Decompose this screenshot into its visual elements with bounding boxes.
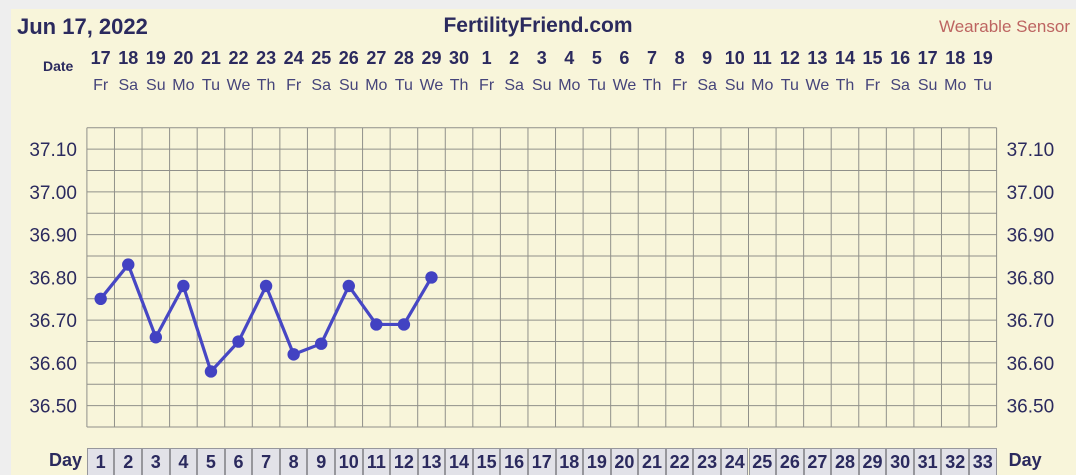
svg-text:37.10: 37.10: [29, 140, 77, 161]
svg-text:36.80: 36.80: [29, 268, 77, 289]
svg-text:36.90: 36.90: [1007, 226, 1055, 247]
svg-text:37.10: 37.10: [1007, 140, 1055, 161]
svg-text:36.80: 36.80: [1007, 268, 1055, 289]
svg-text:36.70: 36.70: [29, 311, 77, 332]
svg-text:37.00: 37.00: [1007, 183, 1055, 204]
svg-text:36.70: 36.70: [1007, 311, 1055, 332]
svg-text:36.60: 36.60: [1007, 354, 1055, 375]
svg-text:37.00: 37.00: [29, 183, 77, 204]
svg-text:36.50: 36.50: [1007, 397, 1055, 418]
svg-text:36.90: 36.90: [29, 226, 77, 247]
svg-text:36.60: 36.60: [29, 354, 77, 375]
svg-text:36.50: 36.50: [29, 397, 77, 418]
